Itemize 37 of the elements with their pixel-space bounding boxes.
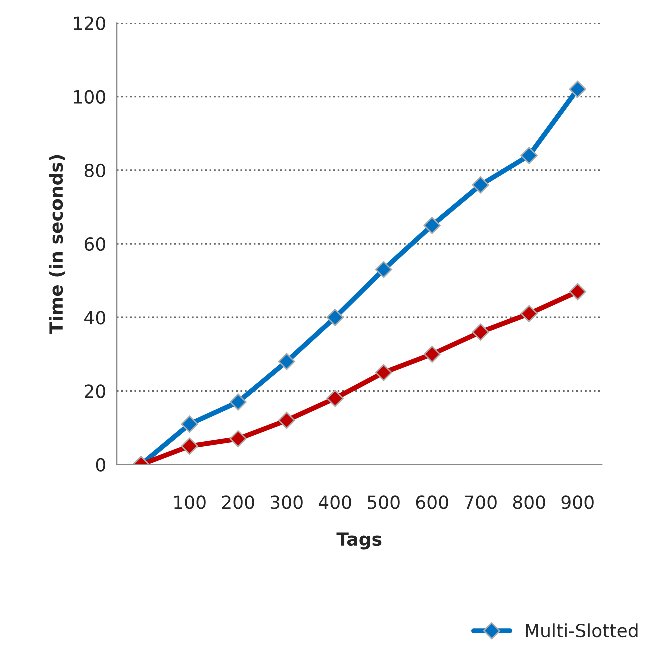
x-tick-label: 200 [222, 496, 254, 510]
point [326, 390, 344, 408]
y-tick-label: 60 [84, 237, 106, 252]
x-axis-title: Tags [336, 532, 382, 550]
point [326, 309, 344, 326]
point [181, 438, 198, 455]
x-tick-label: 600 [416, 496, 448, 510]
point [569, 80, 586, 98]
y-tick-label: 20 [85, 384, 106, 398]
point [230, 430, 247, 448]
point [375, 261, 392, 278]
x-tick-label: 900 [562, 496, 594, 510]
x-tick-label: 500 [368, 496, 400, 510]
point [520, 305, 538, 322]
point [375, 364, 392, 382]
x-tick-label: 800 [513, 496, 546, 510]
x-tick-label: 700 [465, 496, 497, 510]
point [424, 217, 441, 234]
point [181, 416, 198, 433]
y-tick-label: 80 [84, 164, 106, 178]
legend-label: Multi-Slotted [526, 624, 638, 638]
point [569, 283, 586, 300]
point [520, 147, 538, 164]
y-tick-label: 100 [74, 90, 106, 104]
y-tick-label: 0 [96, 458, 106, 472]
x-tick-label: 100 [174, 496, 206, 510]
point [278, 412, 296, 430]
y-axis-title: Time (in seconds) [49, 155, 66, 334]
x-tick-label: 400 [318, 496, 352, 510]
point [472, 324, 490, 341]
y-tick-label: 40 [84, 311, 106, 325]
point [230, 394, 247, 411]
point [424, 346, 441, 363]
x-tick-label: 300 [270, 496, 303, 510]
point [472, 176, 490, 194]
y-tick-label: 120 [74, 16, 106, 30]
point [278, 353, 296, 370]
